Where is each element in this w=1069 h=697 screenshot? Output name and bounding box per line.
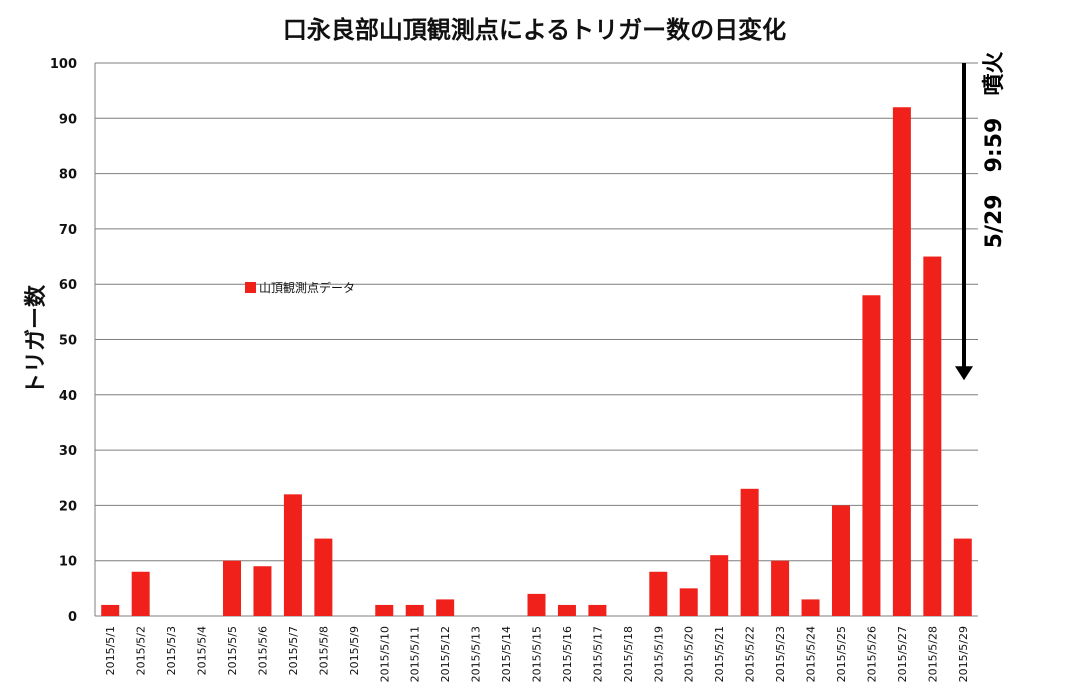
- bar: [527, 593, 546, 616]
- bar: [314, 538, 333, 616]
- bar: [588, 604, 607, 616]
- bar: [405, 604, 424, 616]
- x-tick-label: 2015/5/13: [470, 626, 483, 682]
- x-tick-label: 2015/5/14: [500, 626, 513, 682]
- bar: [862, 295, 881, 616]
- bar: [710, 555, 729, 616]
- y-tick-label: 10: [59, 555, 77, 570]
- x-tick-label: 2015/5/2: [135, 626, 148, 675]
- x-tick-label: 2015/5/21: [713, 626, 726, 682]
- x-tick-label: 2015/5/8: [317, 626, 330, 675]
- bar: [831, 505, 850, 616]
- y-tick-label: 40: [59, 389, 77, 404]
- y-tick-label: 20: [59, 499, 77, 514]
- x-tick-label: 2015/5/22: [744, 626, 757, 682]
- x-tick-label: 2015/5/15: [531, 626, 544, 682]
- x-tick-label: 2015/5/25: [835, 626, 848, 682]
- y-axis-label: トリガー数: [24, 284, 49, 396]
- x-tick-label: 2015/5/29: [957, 626, 970, 682]
- x-tick-label: 2015/5/7: [287, 626, 300, 675]
- x-tick-label: 2015/5/26: [865, 626, 878, 682]
- bar: [101, 604, 120, 616]
- bar: [679, 588, 698, 616]
- legend-label: 山頂観測点データ: [259, 281, 356, 295]
- bar: [923, 256, 942, 616]
- bar: [131, 571, 150, 616]
- y-tick-label: 0: [68, 610, 77, 625]
- eruption-annotation: 5/29 9:59 噴火: [982, 51, 1007, 249]
- bar: [436, 599, 455, 616]
- bar: [253, 566, 272, 616]
- x-tick-label: 2015/5/10: [378, 626, 391, 682]
- bar: [649, 571, 668, 616]
- legend: 山頂観測点データ: [245, 279, 355, 296]
- legend-swatch: [245, 282, 256, 293]
- bar: [375, 604, 394, 616]
- x-tick-label: 2015/5/3: [165, 626, 178, 675]
- y-tick-label: 90: [59, 112, 77, 127]
- x-tick-label: 2015/5/12: [439, 626, 452, 682]
- bar: [283, 494, 302, 616]
- x-tick-label: 2015/5/9: [348, 626, 361, 675]
- x-tick-label: 2015/5/4: [196, 626, 209, 675]
- bar: [557, 604, 576, 616]
- x-tick-label: 2015/5/5: [226, 626, 239, 675]
- bar: [771, 560, 790, 616]
- x-tick-label: 2015/5/24: [805, 626, 818, 682]
- bar: [953, 538, 972, 616]
- x-tick-label: 2015/5/16: [561, 626, 574, 682]
- bar: [801, 599, 820, 616]
- x-tick-label: 2015/5/20: [683, 626, 696, 682]
- x-tick-label: 2015/5/6: [256, 626, 269, 675]
- x-tick-label: 2015/5/28: [926, 626, 939, 682]
- bar: [892, 107, 911, 617]
- y-tick-label: 60: [59, 278, 77, 293]
- y-tick-label: 100: [50, 57, 77, 72]
- y-tick-label: 50: [59, 334, 77, 349]
- x-tick-label: 2015/5/27: [896, 626, 909, 682]
- x-tick-label: 2015/5/18: [622, 626, 635, 682]
- x-tick-label: 2015/5/23: [774, 626, 787, 682]
- y-tick-label: 80: [59, 168, 77, 183]
- annotation-arrow-head: [955, 366, 973, 381]
- x-tick-label: 2015/5/11: [409, 626, 422, 682]
- bar: [223, 560, 242, 616]
- y-tick-label: 30: [59, 444, 77, 459]
- x-tick-label: 2015/5/1: [104, 626, 117, 675]
- x-tick-label: 2015/5/19: [652, 626, 665, 682]
- bar: [740, 488, 759, 616]
- x-tick-label: 2015/5/17: [591, 626, 604, 682]
- chart-title: 口永良部山頂観測点によるトリガー数の日変化: [282, 16, 787, 44]
- y-tick-label: 70: [59, 223, 77, 238]
